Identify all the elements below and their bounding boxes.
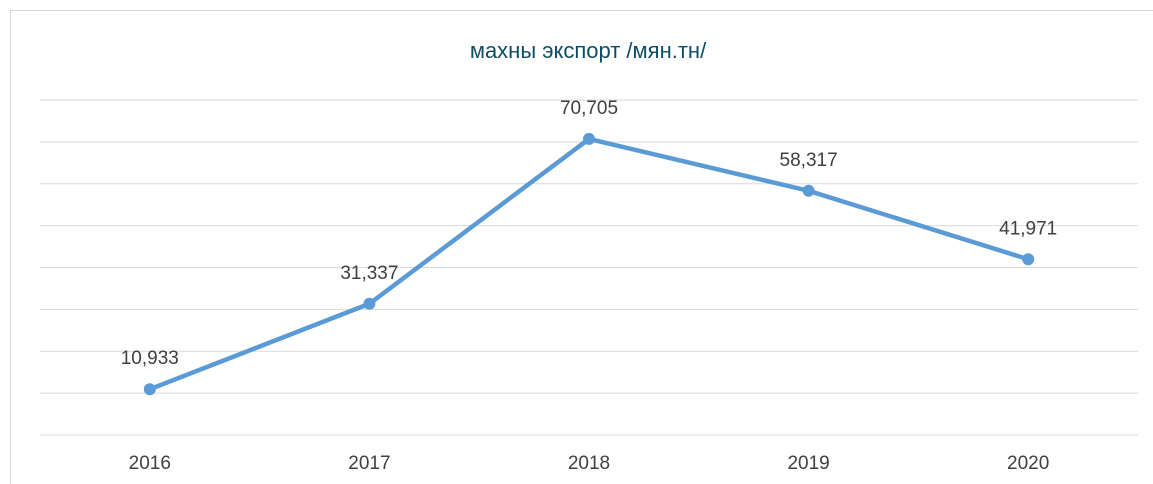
data-label: 58,317	[780, 150, 838, 171]
data-point	[143, 383, 156, 396]
data-label: 41,971	[999, 218, 1057, 239]
chart-title: махны экспорт /мян.тн/	[470, 38, 707, 63]
x-tick-label: 2016	[129, 453, 171, 474]
data-point	[363, 297, 376, 310]
x-tick-label: 2020	[1007, 453, 1049, 474]
data-label: 10,933	[121, 348, 179, 369]
data-point	[802, 184, 815, 197]
data-label: 70,705	[560, 98, 618, 119]
data-point	[583, 132, 595, 145]
data-label: 31,337	[340, 263, 398, 284]
data-point	[1022, 253, 1035, 266]
x-tick-label: 2018	[568, 453, 610, 474]
x-tick-label: 2017	[348, 453, 390, 474]
chart-frame	[10, 10, 1153, 484]
x-tick-label: 2019	[787, 453, 829, 474]
